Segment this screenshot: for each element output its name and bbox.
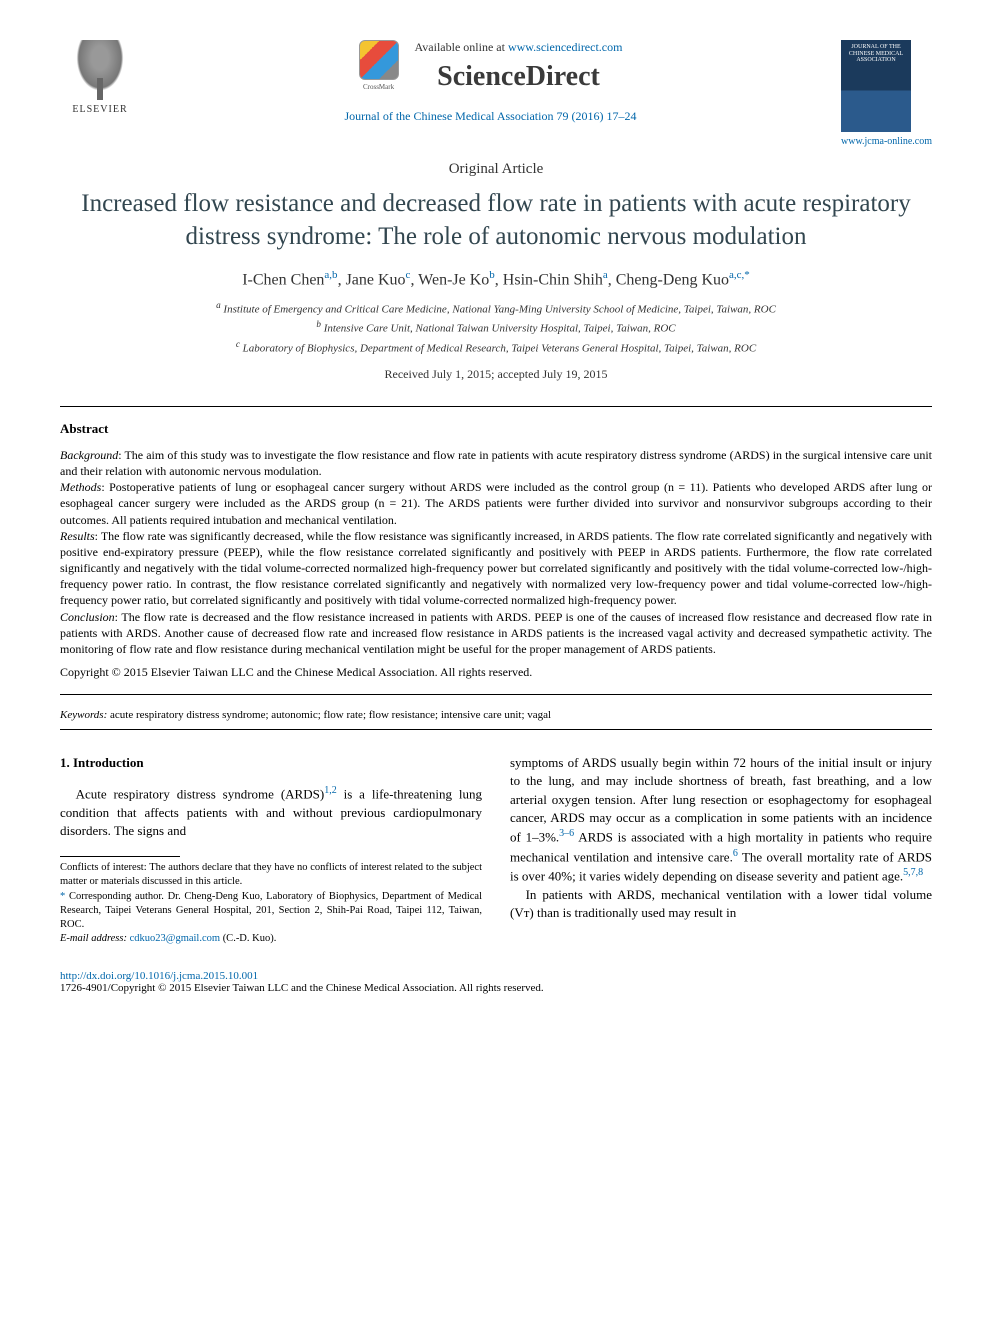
journal-cover-block: JOURNAL OF THE CHINESE MEDICAL ASSOCIATI… (841, 40, 932, 147)
intro-paragraph-1: Acute respiratory distress syndrome (ARD… (60, 784, 482, 840)
footnote-email-suffix: (C.-D. Kuo). (220, 933, 276, 944)
author-4: Hsin-Chin Shih (503, 271, 603, 288)
abstract-heading: Abstract (60, 421, 932, 437)
affiliations: a Institute of Emergency and Critical Ca… (60, 299, 932, 356)
footnote-email-label: E-mail address: (60, 933, 127, 944)
page-header: ELSEVIER CrossMark Available online at w… (60, 40, 932, 147)
intro-paragraph-2: symptoms of ARDS usually begin within 72… (510, 754, 932, 885)
doi-link[interactable]: http://dx.doi.org/10.1016/j.jcma.2015.10… (60, 970, 932, 982)
footnote-divider (60, 856, 180, 857)
abstract-copyright: Copyright © 2015 Elsevier Taiwan LLC and… (60, 665, 932, 680)
column-right: symptoms of ARDS usually begin within 72… (510, 754, 932, 946)
divider-mid2 (60, 729, 932, 730)
author-4-aff[interactable]: a (603, 269, 608, 281)
ref-1-2[interactable]: 1,2 (324, 785, 337, 796)
author-1-aff[interactable]: a,b (324, 269, 337, 281)
footnote-email-address[interactable]: cdkuo23@gmail.com (127, 933, 220, 944)
author-2-aff[interactable]: c (406, 269, 411, 281)
affiliation-c: Laboratory of Biophysics, Department of … (243, 342, 757, 354)
author-3: Wen-Je Ko (418, 271, 489, 288)
footnote-corresponding: * Corresponding author. Dr. Cheng-Deng K… (60, 890, 482, 933)
author-5-aff[interactable]: a,c, (729, 269, 744, 281)
available-online-line: Available online at www.sciencedirect.co… (415, 40, 623, 55)
article-title: Increased flow resistance and decreased … (60, 188, 932, 253)
issn-copyright: 1726-4901/Copyright © 2015 Elsevier Taiw… (60, 982, 932, 994)
abstract-methods: : Postoperative patients of lung or esop… (60, 480, 932, 526)
author-2: Jane Kuo (346, 271, 406, 288)
journal-cover-text: JOURNAL OF THE CHINESE MEDICAL ASSOCIATI… (849, 44, 903, 63)
footnote-conflict: Conflicts of interest: The authors decla… (60, 861, 482, 889)
corresponding-star-icon[interactable]: * (744, 269, 750, 281)
keywords-label: Keywords: (60, 709, 107, 721)
sciencedirect-logo: ScienceDirect (415, 61, 623, 93)
intro-paragraph-3: In patients with ARDS, mechanical ventil… (510, 886, 932, 922)
divider-mid1 (60, 694, 932, 695)
author-list: I-Chen Chena,b, Jane Kuoc, Wen-Je Kob, H… (60, 269, 932, 289)
article-dates: Received July 1, 2015; accepted July 19,… (60, 367, 932, 382)
elsevier-tree-icon (70, 40, 130, 100)
abstract-body: Background: The aim of this study was to… (60, 447, 932, 657)
elsevier-logo: ELSEVIER (60, 40, 140, 115)
intro-p1-a: Acute respiratory distress syndrome (ARD… (76, 787, 325, 802)
author-3-aff[interactable]: b (489, 269, 495, 281)
journal-url[interactable]: www.jcma-online.com (841, 136, 932, 147)
abstract-background-label: Background (60, 448, 118, 462)
footnotes: Conflicts of interest: The authors decla… (60, 861, 482, 946)
abstract-results: : The flow rate was significantly decrea… (60, 529, 932, 608)
author-5: Cheng-Deng Kuo (616, 271, 729, 288)
keywords-line: Keywords: acute respiratory distress syn… (60, 709, 932, 721)
ref-5-7-8[interactable]: 5,7,8 (903, 867, 923, 878)
affiliation-b: Intensive Care Unit, National Taiwan Uni… (324, 323, 676, 335)
footnote-corresponding-text: Corresponding author. Dr. Cheng-Deng Kuo… (60, 891, 482, 930)
ref-3-6[interactable]: 3–6 (559, 828, 574, 839)
affiliation-a: Institute of Emergency and Critical Care… (223, 304, 776, 316)
introduction-heading: 1. Introduction (60, 754, 482, 772)
journal-citation[interactable]: Journal of the Chinese Medical Associati… (160, 109, 821, 124)
sciencedirect-url[interactable]: www.sciencedirect.com (508, 40, 623, 54)
article-type: Original Article (60, 161, 932, 178)
abstract-methods-label: Methods (60, 480, 101, 494)
crossmark-label: CrossMark (360, 83, 398, 91)
abstract-conclusion-label: Conclusion (60, 610, 115, 624)
body-columns: 1. Introduction Acute respiratory distre… (60, 754, 932, 946)
divider-top (60, 406, 932, 407)
journal-cover-icon: JOURNAL OF THE CHINESE MEDICAL ASSOCIATI… (841, 40, 911, 132)
abstract-conclusion: : The flow rate is decreased and the flo… (60, 610, 932, 656)
author-1: I-Chen Chen (242, 271, 324, 288)
keywords-text: acute respiratory distress syndrome; aut… (107, 709, 551, 721)
abstract-background: : The aim of this study was to investiga… (60, 448, 932, 478)
footnote-email: E-mail address: cdkuo23@gmail.com (C.-D.… (60, 932, 482, 946)
abstract-results-label: Results (60, 529, 95, 543)
available-online-prefix: Available online at (415, 40, 508, 54)
column-left: 1. Introduction Acute respiratory distre… (60, 754, 482, 946)
crossmark-icon[interactable]: CrossMark (359, 40, 399, 80)
elsevier-name: ELSEVIER (72, 104, 127, 115)
center-header: CrossMark Available online at www.scienc… (140, 40, 841, 124)
